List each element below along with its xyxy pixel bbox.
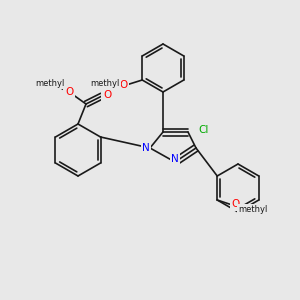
Text: O: O [103,90,111,100]
Text: methyl: methyl [238,206,268,214]
Text: N: N [171,154,179,164]
Text: O: O [119,80,127,90]
Text: Cl: Cl [199,125,209,135]
Text: O: O [65,87,73,97]
Text: N: N [142,143,150,153]
Text: O: O [231,199,239,209]
Text: methyl: methyl [91,79,120,88]
Text: methyl: methyl [35,79,65,88]
